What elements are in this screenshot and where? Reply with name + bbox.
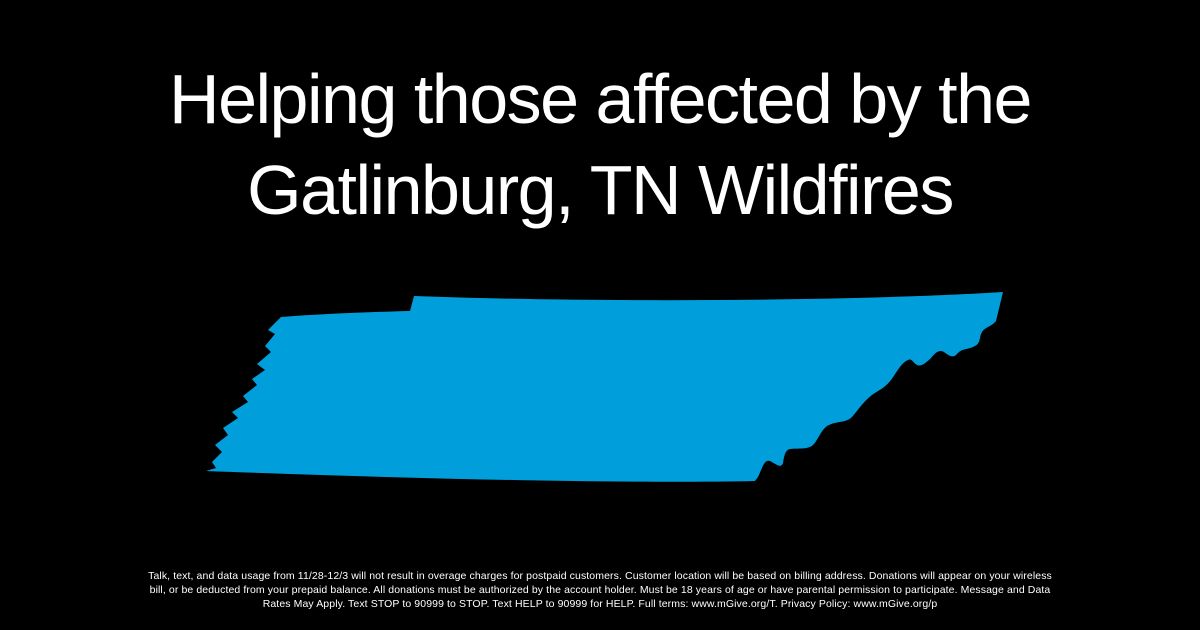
legal-fine-print: Talk, text, and data usage from 11/28-12… <box>0 569 1200 611</box>
headline-line-1: Helping those affected by the <box>169 60 1032 138</box>
headline: Helping those affected by the Gatlinburg… <box>0 54 1200 236</box>
fine-print-line-3: Rates May Apply. Text STOP to 90999 to S… <box>262 598 938 610</box>
fine-print-line-1: Talk, text, and data usage from 11/28-12… <box>148 570 1052 582</box>
fine-print-line-2: bill, or be deducted from your prepaid b… <box>149 584 1051 596</box>
tennessee-shape <box>206 292 1003 482</box>
headline-line-2: Gatlinburg, TN Wildfires <box>247 151 954 229</box>
